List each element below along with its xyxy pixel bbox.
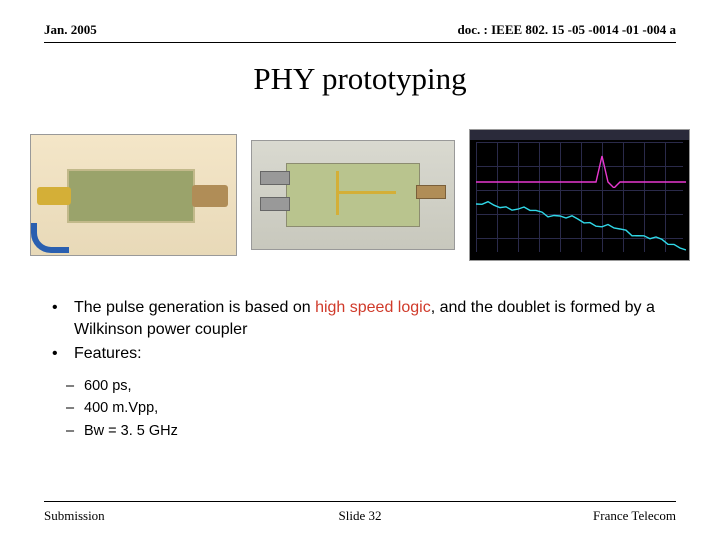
sub-bullet-item: – Bw = 3. 5 GHz	[66, 420, 720, 442]
footer-rule	[44, 501, 676, 502]
bullet-item: • Features:	[52, 343, 668, 365]
sub-bullet-text: 600 ps,	[84, 375, 132, 397]
bullet-marker-icon: •	[52, 297, 74, 340]
footer-center: Slide 32	[339, 508, 382, 524]
bullet-text-highlight: high speed logic	[315, 299, 431, 316]
footer-left: Submission	[44, 508, 105, 524]
bullet-text: The pulse generation is based on high sp…	[74, 297, 668, 340]
bullet-text: Features:	[74, 343, 142, 365]
header-docref: doc. : IEEE 802. 15 -05 -0014 -01 -004 a	[458, 22, 676, 38]
photo-wilkinson-coupler	[251, 140, 454, 250]
slide-title: PHY prototyping	[0, 61, 720, 97]
image-row	[30, 129, 690, 261]
dash-marker-icon: –	[66, 375, 84, 397]
slide-footer: Submission Slide 32 France Telecom	[44, 508, 676, 524]
bullet-marker-icon: •	[52, 343, 74, 365]
bullet-text-pre: The pulse generation is based on	[74, 299, 315, 316]
sub-bullet-item: – 400 m.Vpp,	[66, 397, 720, 419]
scope-spectrum-trace	[476, 192, 686, 252]
dash-marker-icon: –	[66, 397, 84, 419]
slide-header: Jan. 2005 doc. : IEEE 802. 15 -05 -0014 …	[0, 0, 720, 42]
photo-pcb-generator	[30, 134, 237, 256]
sub-bullets: – 600 ps, – 400 m.Vpp, – Bw = 3. 5 GHz	[66, 375, 720, 442]
dash-marker-icon: –	[66, 420, 84, 442]
footer-right: France Telecom	[593, 508, 676, 524]
scope-pulse-trace	[476, 148, 686, 188]
header-date: Jan. 2005	[44, 22, 97, 38]
sub-bullet-text: 400 m.Vpp,	[84, 397, 158, 419]
sub-bullet-text: Bw = 3. 5 GHz	[84, 420, 178, 442]
sub-bullet-item: – 600 ps,	[66, 375, 720, 397]
main-bullets: • The pulse generation is based on high …	[52, 297, 668, 365]
photo-oscilloscope	[469, 129, 690, 261]
bullet-item: • The pulse generation is based on high …	[52, 297, 668, 340]
header-rule	[44, 42, 676, 43]
